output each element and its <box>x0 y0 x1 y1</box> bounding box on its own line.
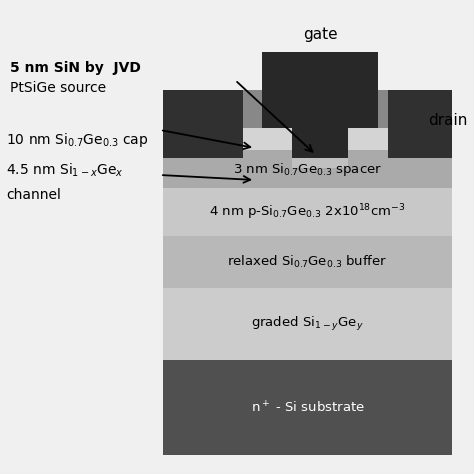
Text: graded Si$_{1-y}$Ge$_y$: graded Si$_{1-y}$Ge$_y$ <box>251 315 364 333</box>
Text: gate: gate <box>303 27 337 42</box>
Text: 4 nm p-Si$_{0.7}$Ge$_{0.3}$ 2x10$^{18}$cm$^{-3}$: 4 nm p-Si$_{0.7}$Ge$_{0.3}$ 2x10$^{18}$c… <box>210 202 406 222</box>
Text: 5 nm SiN by  JVD: 5 nm SiN by JVD <box>10 61 141 75</box>
Bar <box>163 188 452 236</box>
Bar <box>163 236 452 288</box>
Bar <box>292 158 348 168</box>
Bar <box>163 360 452 455</box>
Bar <box>163 90 243 158</box>
Text: PtSiGe source: PtSiGe source <box>10 81 106 95</box>
Text: drain: drain <box>428 112 468 128</box>
Text: channel: channel <box>6 188 61 202</box>
Bar <box>262 52 378 128</box>
Bar <box>292 128 348 158</box>
Bar <box>388 90 452 158</box>
Text: relaxed Si$_{0.7}$Ge$_{0.3}$ buffer: relaxed Si$_{0.7}$Ge$_{0.3}$ buffer <box>228 254 388 270</box>
Text: n$^+$ - Si substrate: n$^+$ - Si substrate <box>251 400 365 415</box>
Bar <box>163 288 452 360</box>
Bar <box>163 150 452 188</box>
Text: 4.5 nm Si$_{1-x}$Ge$_x$: 4.5 nm Si$_{1-x}$Ge$_x$ <box>6 161 124 179</box>
Bar <box>163 128 452 150</box>
Text: 3 nm Si$_{0.7}$Ge$_{0.3}$ spacer: 3 nm Si$_{0.7}$Ge$_{0.3}$ spacer <box>233 161 382 177</box>
Bar <box>163 90 452 128</box>
Text: 10 nm Si$_{0.7}$Ge$_{0.3}$ cap: 10 nm Si$_{0.7}$Ge$_{0.3}$ cap <box>6 131 148 149</box>
